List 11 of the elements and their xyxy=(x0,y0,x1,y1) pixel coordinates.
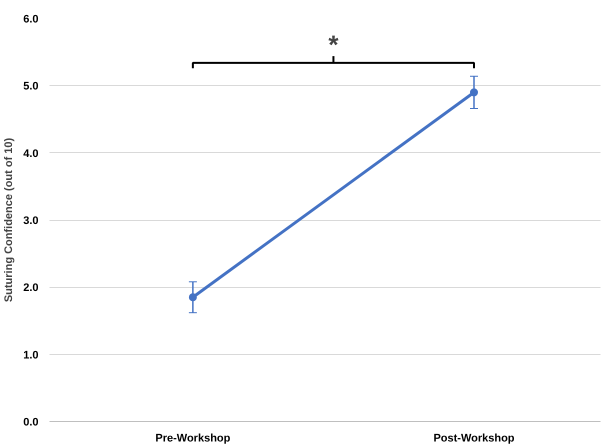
y-tick-label: 5.0 xyxy=(23,80,39,93)
x-tick-label: Pre-Workshop xyxy=(155,432,231,444)
y-tick-label: 4.0 xyxy=(23,148,39,160)
x-tick-label: Post-Workshop xyxy=(433,432,515,444)
y-tick-label: 2.0 xyxy=(23,282,39,294)
annotation: * xyxy=(328,29,340,60)
y-tick-label: 1.0 xyxy=(23,349,39,362)
y-tick-label: 0.0 xyxy=(23,416,39,428)
y-tick-label: 3.0 xyxy=(23,215,39,227)
y-axis-title: Suturing Confidence (out of 10) xyxy=(3,137,16,302)
y-tick-label: 6.0 xyxy=(23,14,39,26)
